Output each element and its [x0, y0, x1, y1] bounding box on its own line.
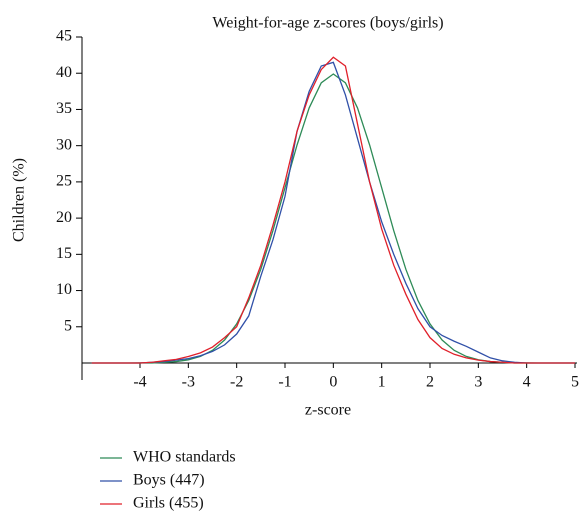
x-tick-label: 5: [571, 374, 579, 391]
y-tick-label: 25: [56, 173, 72, 190]
y-axis-label: Children (%): [11, 158, 28, 242]
y-tick-label: 35: [56, 100, 72, 117]
x-tick-label: -2: [230, 374, 243, 391]
y-tick-label: 30: [56, 136, 72, 153]
legend-label: WHO standards: [133, 449, 236, 466]
y-tick-label: 45: [56, 28, 72, 45]
y-tick-label: 10: [56, 281, 72, 298]
x-tick-label: 4: [523, 374, 531, 391]
y-tick-label: 40: [56, 64, 72, 81]
y-tick-label: 5: [64, 317, 72, 334]
x-tick-label: -4: [133, 374, 146, 391]
x-tick-label: 1: [378, 374, 386, 391]
line: [91, 56, 575, 364]
chart-title: Weight-for-age z-scores (boys/girls): [212, 15, 443, 32]
x-tick-label: 2: [426, 374, 434, 391]
x-tick-label: 3: [474, 374, 482, 391]
line: [91, 73, 575, 364]
x-tick-label: -1: [278, 374, 291, 391]
x-tick-label: 0: [329, 374, 337, 391]
y-tick-label: 20: [56, 209, 72, 226]
legend-label: Girls (455): [133, 495, 204, 512]
line: [91, 61, 575, 364]
legend-label: Boys (447): [133, 472, 205, 489]
y-tick-label: 15: [56, 245, 72, 262]
x-tick-label: -3: [182, 374, 195, 391]
x-axis-label: z-score: [305, 402, 351, 419]
